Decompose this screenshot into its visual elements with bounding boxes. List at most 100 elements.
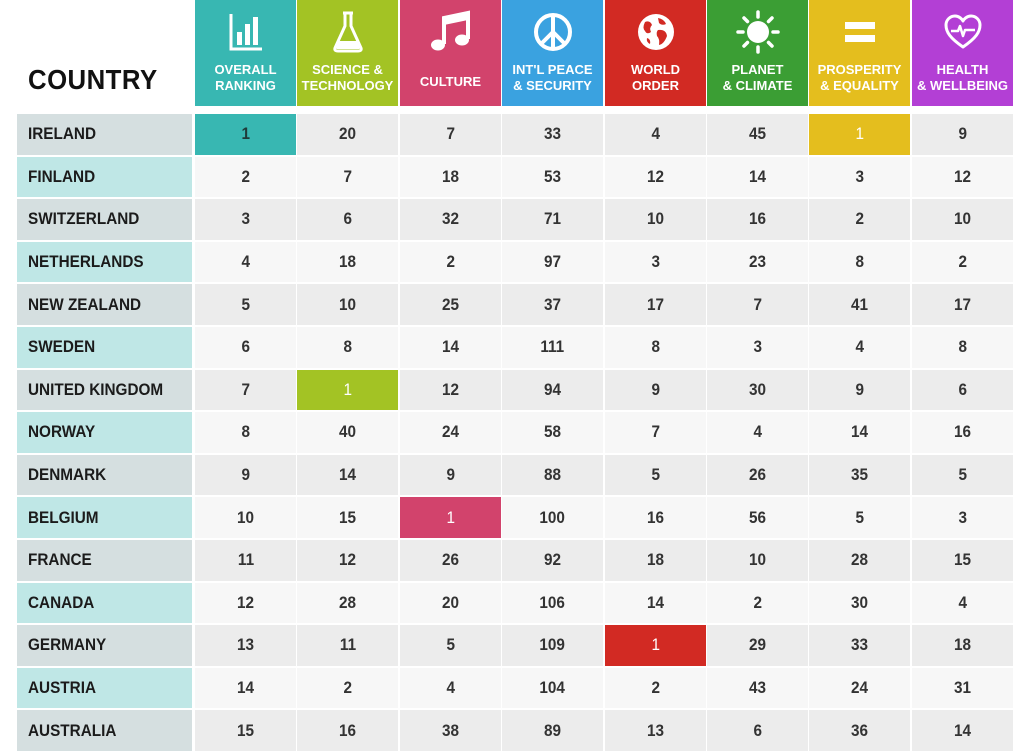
rank-cell: 2 bbox=[605, 667, 706, 709]
rank-cell: 16 bbox=[297, 710, 398, 751]
table-row: BELGIUM 10 15 1 100 16 56 5 3 bbox=[17, 496, 1013, 539]
rank-cell: 2 bbox=[195, 156, 296, 198]
rank-cell: 109 bbox=[502, 625, 603, 666]
rank-cell: 9 bbox=[912, 114, 1013, 155]
rank-cell: 2 bbox=[809, 199, 910, 240]
rank-cell: 89 bbox=[502, 710, 603, 751]
table-row: FRANCE 11 12 26 92 18 10 28 15 bbox=[17, 539, 1013, 582]
rank-cell: 106 bbox=[502, 582, 603, 624]
rank-cell: 97 bbox=[502, 241, 603, 283]
country-name: NEW ZEALAND bbox=[17, 284, 192, 325]
rank-cell: 20 bbox=[297, 114, 398, 155]
country-name: IRELAND bbox=[17, 114, 192, 155]
rank-cell: 10 bbox=[912, 199, 1013, 240]
table-row: AUSTRIA 14 2 4 104 2 43 24 31 bbox=[17, 667, 1013, 710]
column-header-1: OVERALL RANKING bbox=[195, 0, 296, 106]
rank-cell: 11 bbox=[195, 539, 296, 581]
rank-cell: 30 bbox=[707, 369, 808, 411]
country-name: AUSTRIA bbox=[17, 667, 192, 709]
rank-cell: 4 bbox=[707, 412, 808, 453]
rank-cell: 18 bbox=[605, 539, 706, 581]
rank-cell: 11 bbox=[297, 625, 398, 666]
country-name: UNITED KINGDOM bbox=[17, 369, 192, 411]
rank-cell: 18 bbox=[297, 241, 398, 283]
rank-cell: 13 bbox=[605, 710, 706, 751]
rank-cell: 45 bbox=[707, 114, 808, 155]
rank-cell: 100 bbox=[502, 497, 603, 538]
country-name: AUSTRALIA bbox=[17, 710, 192, 751]
rank-cell: 8 bbox=[605, 326, 706, 368]
rank-cell: 2 bbox=[400, 241, 501, 283]
rank-cell: 33 bbox=[502, 114, 603, 155]
rank-cell: 26 bbox=[400, 539, 501, 581]
rank-cell: 13 bbox=[195, 625, 296, 666]
table-row: SWEDEN 6 8 14 111 8 3 4 8 bbox=[17, 326, 1013, 369]
column-header-7: PROSPERITY & EQUALITY bbox=[809, 0, 910, 106]
rank-cell: 20 bbox=[400, 582, 501, 624]
country-name: CANADA bbox=[17, 582, 192, 624]
column-header-label: CULTURE bbox=[419, 74, 482, 89]
rank-cell: 23 bbox=[707, 241, 808, 283]
rank-cell: 17 bbox=[912, 284, 1013, 325]
column-header-label: INT'L PEACE & SECURITY bbox=[512, 62, 593, 93]
rank-cell: 41 bbox=[809, 284, 910, 325]
rank-cell: 4 bbox=[809, 326, 910, 368]
rank-cell: 17 bbox=[605, 284, 706, 325]
rank-cell: 3 bbox=[195, 199, 296, 240]
rank-cell: 111 bbox=[502, 326, 603, 368]
column-header-2: SCIENCE & TECHNOLOGY bbox=[297, 0, 398, 106]
rank-cell: 9 bbox=[809, 369, 910, 411]
rank-cell: 2 bbox=[297, 667, 398, 709]
rank-cell: 56 bbox=[707, 497, 808, 538]
country-name: FRANCE bbox=[17, 539, 192, 581]
rank-cell: 1 bbox=[297, 369, 398, 411]
rank-cell: 10 bbox=[195, 497, 296, 538]
rank-cell: 3 bbox=[605, 241, 706, 283]
rank-cell: 2 bbox=[912, 241, 1013, 283]
rank-cell: 10 bbox=[605, 199, 706, 240]
rank-cell: 58 bbox=[502, 412, 603, 453]
rank-cell: 9 bbox=[195, 454, 296, 496]
rank-cell: 15 bbox=[297, 497, 398, 538]
country-name: NORWAY bbox=[17, 412, 192, 453]
rank-cell: 38 bbox=[400, 710, 501, 751]
rank-cell: 43 bbox=[707, 667, 808, 709]
rank-cell: 14 bbox=[707, 156, 808, 198]
rank-cell: 9 bbox=[400, 454, 501, 496]
rank-cell: 8 bbox=[809, 241, 910, 283]
rank-cell: 94 bbox=[502, 369, 603, 411]
heart-pulse-icon bbox=[912, 8, 1013, 56]
rank-cell: 4 bbox=[400, 667, 501, 709]
rank-cell: 1 bbox=[809, 114, 910, 155]
rank-cell: 18 bbox=[400, 156, 501, 198]
column-header-8: HEALTH & WELLBEING bbox=[912, 0, 1013, 106]
bar-chart-icon bbox=[195, 8, 296, 56]
rank-cell: 30 bbox=[809, 582, 910, 624]
rank-cell: 4 bbox=[605, 114, 706, 155]
table-row: NEW ZEALAND 5 10 25 37 17 7 41 17 bbox=[17, 283, 1013, 326]
rank-cell: 15 bbox=[195, 710, 296, 751]
rank-cell: 10 bbox=[297, 284, 398, 325]
table-row: NORWAY 8 40 24 58 7 4 14 16 bbox=[17, 411, 1013, 454]
table-row: IRELAND 1 20 7 33 4 45 1 9 bbox=[17, 113, 1013, 156]
table-row: DENMARK 9 14 9 88 5 26 35 5 bbox=[17, 454, 1013, 497]
table-row: GERMANY 13 11 5 109 1 29 33 18 bbox=[17, 624, 1013, 667]
rank-cell: 53 bbox=[502, 156, 603, 198]
table-header: COUNTRY OVERALL RANKING SCIENCE & TECHNOL… bbox=[0, 0, 1024, 108]
rank-cell: 6 bbox=[297, 199, 398, 240]
rank-cell: 14 bbox=[195, 667, 296, 709]
rank-cell: 29 bbox=[707, 625, 808, 666]
rank-cell: 2 bbox=[707, 582, 808, 624]
rank-cell: 6 bbox=[195, 326, 296, 368]
rank-cell: 7 bbox=[195, 369, 296, 411]
table-row: FINLAND 2 7 18 53 12 14 3 12 bbox=[17, 156, 1013, 199]
rank-cell: 26 bbox=[707, 454, 808, 496]
column-header-label: OVERALL RANKING bbox=[214, 62, 277, 93]
rank-cell: 6 bbox=[707, 710, 808, 751]
rank-cell: 31 bbox=[912, 667, 1013, 709]
rank-cell: 33 bbox=[809, 625, 910, 666]
rank-cell: 14 bbox=[297, 454, 398, 496]
rank-cell: 5 bbox=[195, 284, 296, 325]
rank-cell: 35 bbox=[809, 454, 910, 496]
